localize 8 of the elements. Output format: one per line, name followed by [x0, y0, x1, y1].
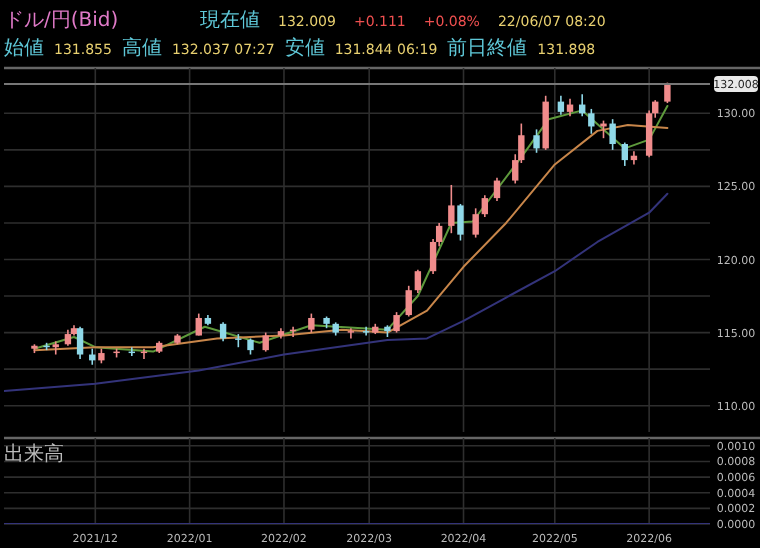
text: 高値	[121, 36, 162, 60]
text: 現在値	[200, 8, 260, 32]
chart-title: 出来高	[4, 442, 64, 466]
text: 始値	[4, 36, 44, 60]
line-series	[4, 192, 669, 393]
text: 安値	[284, 36, 325, 60]
chart-title: ドル/円(Bid)	[4, 10, 119, 32]
text: 前日終値	[447, 36, 528, 60]
